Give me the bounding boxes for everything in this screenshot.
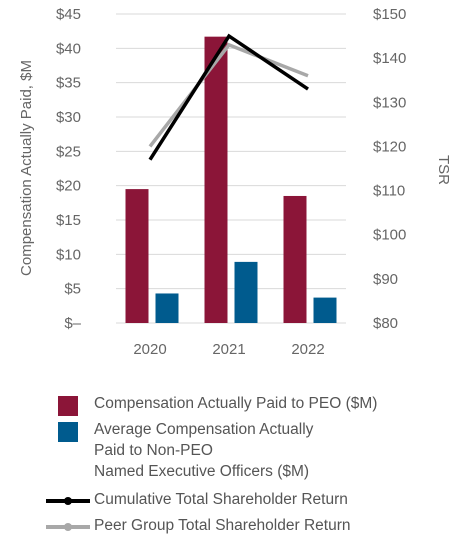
y-tick-label: $40 xyxy=(56,40,81,57)
x-tick-label: 2020 xyxy=(133,341,166,358)
legend-label-line: Peer Group Total Shareholder Return xyxy=(94,517,351,534)
legend-swatch-peo xyxy=(58,396,78,416)
y2-tick-label: $110 xyxy=(373,183,405,200)
y-tick-label: $45 xyxy=(56,6,81,23)
series-line xyxy=(148,33,309,161)
legend-item-peer-tsr: Peer Group Total Shareholder Return xyxy=(46,515,466,541)
legend-line-peer-tsr xyxy=(46,523,90,531)
y2-tick-label: $90 xyxy=(373,271,398,288)
left-axis-title: Compensation Actually Paid, $M xyxy=(18,60,35,276)
y-tick-label: $10 xyxy=(56,246,81,263)
left-axis-ticks: $– $5 $10 $15 $20 $25 $30 $35 $40 $45 xyxy=(56,6,82,332)
y-tick-label: $20 xyxy=(56,178,81,195)
bar xyxy=(155,293,179,323)
y-tick-label: $15 xyxy=(56,212,81,229)
y-tick-label: $30 xyxy=(56,109,81,126)
y2-tick-label: $150 xyxy=(373,6,406,23)
legend-item-peo: Compensation Actually Paid to PEO ($M) xyxy=(46,393,466,419)
bar xyxy=(313,297,337,323)
y2-tick-label: $140 xyxy=(373,50,406,67)
legend-marker-icon xyxy=(64,523,72,531)
series-line xyxy=(148,42,309,148)
y2-tick-label: $100 xyxy=(373,227,406,244)
legend-item-non-peo: Average Compensation Actually Paid to No… xyxy=(46,419,466,489)
legend-label-line: Paid to Non-PEO xyxy=(94,442,213,459)
y-tick-label: $5 xyxy=(64,281,81,298)
y-tick-label: $35 xyxy=(56,75,81,92)
legend-label-non-peo: Average Compensation Actually Paid to No… xyxy=(94,419,313,482)
legend-line-cumulative-tsr xyxy=(46,497,90,505)
x-tick-label: 2022 xyxy=(291,341,324,358)
legend-marker-icon xyxy=(64,497,72,505)
right-axis-title: TSR xyxy=(435,155,452,185)
bar xyxy=(283,195,307,323)
y2-tick-label: $80 xyxy=(373,315,398,332)
legend-label-line: Cumulative Total Shareholder Return xyxy=(94,491,348,508)
bar-series xyxy=(125,36,337,323)
y-tick-label: $25 xyxy=(56,143,81,160)
bar xyxy=(125,189,149,323)
legend-label-cumulative-tsr: Cumulative Total Shareholder Return xyxy=(94,489,348,510)
chart-legend: Compensation Actually Paid to PEO ($M) A… xyxy=(46,393,466,541)
legend-label-peer-tsr: Peer Group Total Shareholder Return xyxy=(94,515,350,536)
bar xyxy=(204,36,228,323)
gridlines xyxy=(116,13,346,324)
bar xyxy=(234,261,258,323)
right-axis-ticks: $80 $90 $100 $110 $120 $130 $140 $150 xyxy=(373,6,406,332)
x-axis-ticks: 2020 2021 2022 xyxy=(133,341,324,358)
legend-label-line: Average Compensation Actually xyxy=(94,421,314,438)
legend-item-cumulative-tsr: Cumulative Total Shareholder Return xyxy=(46,489,466,515)
x-tick-label: 2021 xyxy=(212,341,245,358)
line-series xyxy=(148,33,309,161)
legend-label-peo: Compensation Actually Paid to PEO ($M) xyxy=(94,393,377,414)
legend-label-line: Compensation Actually Paid to PEO ($M) xyxy=(94,395,378,412)
legend-swatch-non-peo xyxy=(58,422,78,442)
y2-tick-label: $120 xyxy=(373,138,406,155)
y2-tick-label: $130 xyxy=(373,94,406,111)
legend-label-line: Named Executive Officers ($M) xyxy=(94,463,310,480)
combo-chart: $–$5$10$15$20$25$30$35$40$45 $80$90$100$… xyxy=(18,6,452,358)
y-tick-label: $– xyxy=(64,315,81,332)
